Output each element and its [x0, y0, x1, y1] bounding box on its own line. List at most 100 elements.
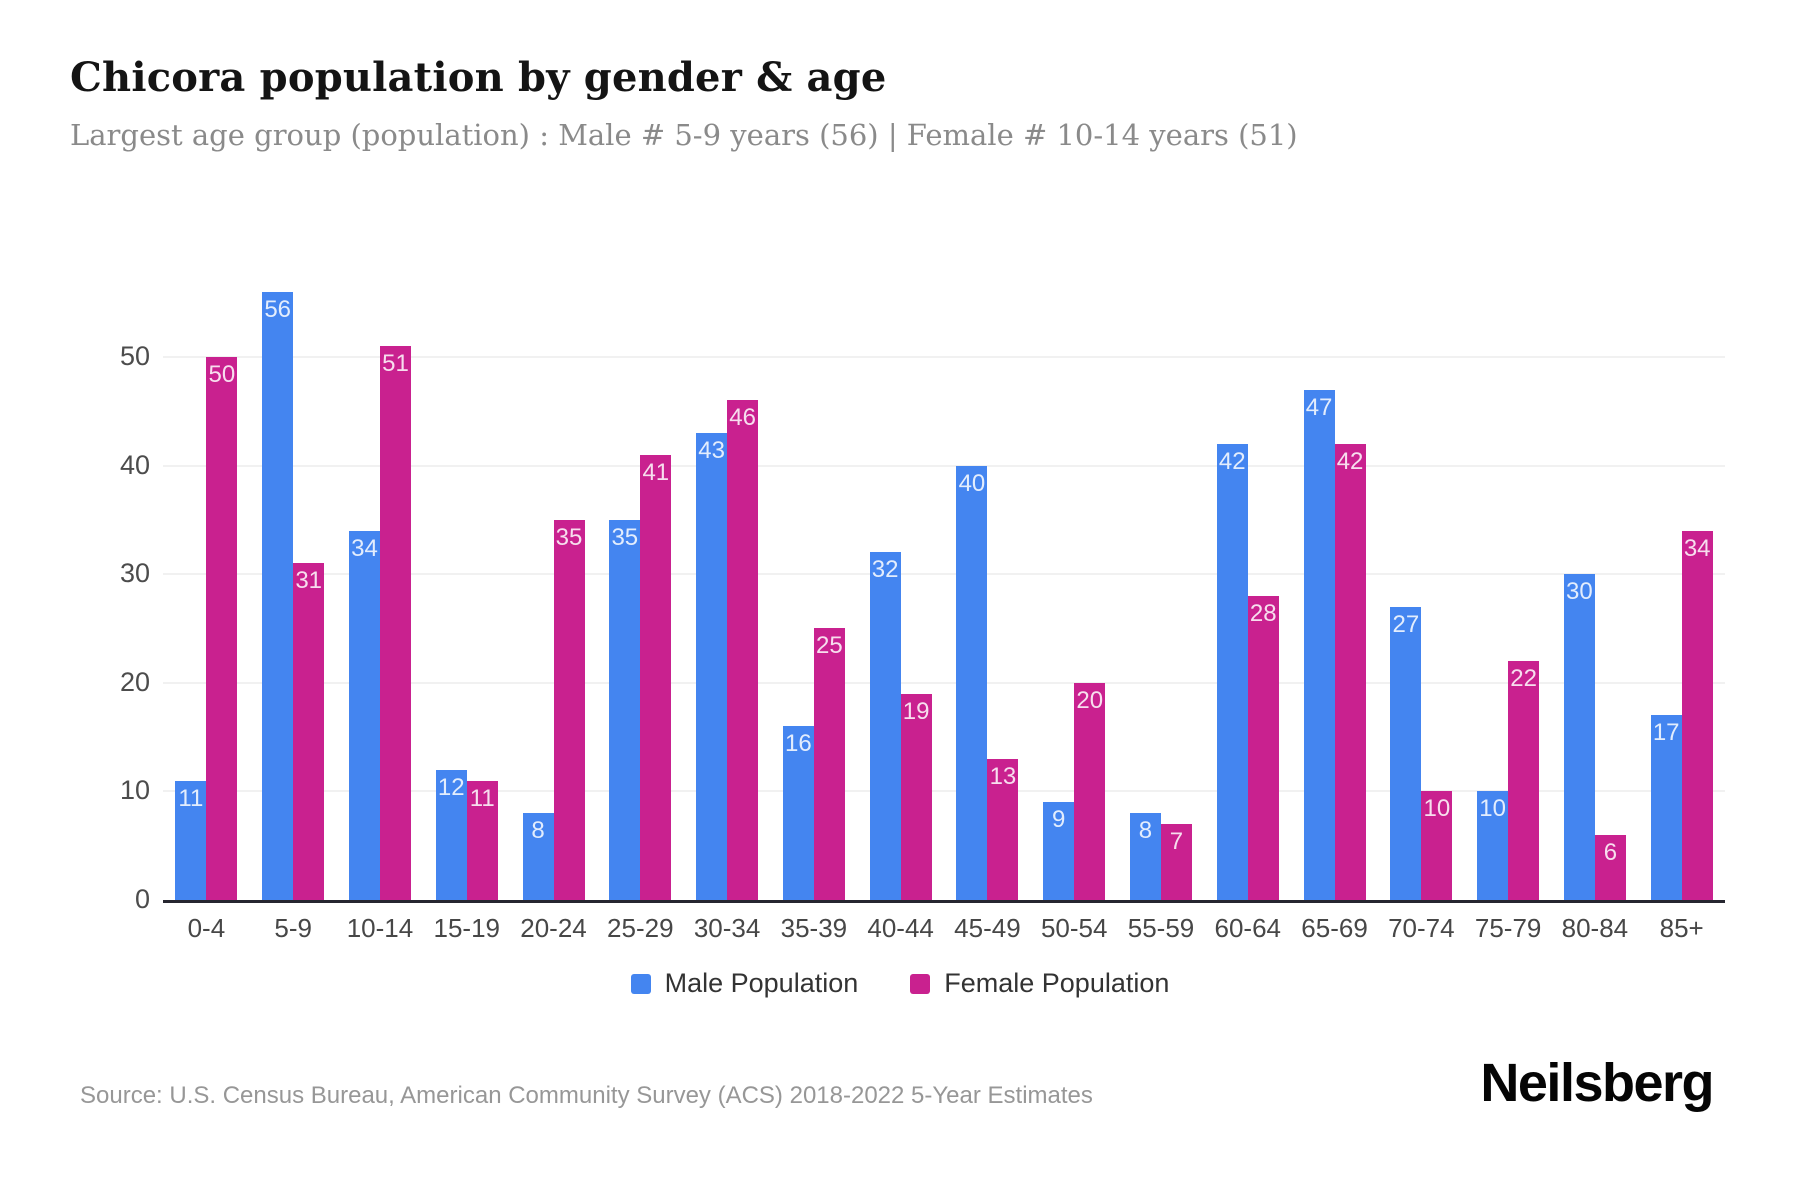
legend-label: Male Population — [664, 968, 859, 998]
x-axis-line — [163, 900, 1725, 903]
bar-value-label: 28 — [1249, 600, 1277, 627]
y-tick-label: 20 — [119, 666, 150, 697]
bar-value-label: 11 — [178, 785, 204, 812]
x-axis-label: 30-34 — [693, 913, 761, 943]
x-axis-label: 55-59 — [1127, 913, 1195, 943]
bar-group: 42 28 — [1204, 220, 1291, 900]
bar-female[interactable]: 35 — [553, 520, 585, 900]
bar-value-label: 40 — [958, 470, 986, 497]
bar-female[interactable]: 28 — [1247, 596, 1279, 900]
bar-value-label: 11 — [469, 785, 495, 812]
bar-male[interactable]: 34 — [348, 531, 380, 900]
bar-female[interactable]: 50 — [206, 357, 238, 900]
legend-item-female[interactable]: Female Population — [910, 968, 1169, 999]
bar-female[interactable]: 7 — [1160, 824, 1192, 900]
bar-male[interactable]: 27 — [1390, 607, 1422, 900]
bar-male[interactable]: 8 — [1129, 813, 1161, 900]
bar-male[interactable]: 43 — [696, 433, 728, 900]
bar-female[interactable]: 10 — [1421, 791, 1453, 900]
bar-female[interactable]: 34 — [1681, 531, 1713, 900]
bar-value-label: 10 — [1479, 795, 1506, 822]
x-axis-label: 80-84 — [1561, 913, 1629, 943]
bar-female[interactable]: 6 — [1594, 835, 1626, 900]
bar-group: 9 20 — [1031, 220, 1118, 900]
bar-value-label: 41 — [642, 459, 670, 486]
bar-group: 40 13 — [944, 220, 1031, 900]
bar-male[interactable]: 11 — [175, 781, 207, 900]
bar-male[interactable]: 30 — [1563, 574, 1595, 900]
bar-male[interactable]: 8 — [522, 813, 554, 900]
bar-male[interactable]: 12 — [435, 770, 467, 900]
bar-value-label: 7 — [1169, 828, 1184, 855]
bar-male[interactable]: 35 — [609, 520, 641, 900]
bar-male[interactable]: 40 — [956, 466, 988, 900]
bar-value-label: 19 — [902, 698, 930, 725]
bar-group: 11 50 — [163, 220, 250, 900]
bar-group: 35 41 — [597, 220, 684, 900]
bar-male[interactable]: 16 — [782, 726, 814, 900]
bar-female[interactable]: 46 — [727, 400, 759, 900]
chart-legend: Male Population Female Population — [0, 968, 1800, 999]
bar-value-label: 35 — [555, 524, 583, 551]
bar-value-label: 51 — [382, 350, 409, 377]
x-axis-label: 10-14 — [346, 913, 414, 943]
bar-female[interactable]: 22 — [1508, 661, 1540, 900]
bar-group: 12 11 — [423, 220, 510, 900]
bar-male[interactable]: 9 — [1043, 802, 1075, 900]
bar-value-label: 43 — [698, 437, 725, 464]
bar-value-label: 50 — [208, 361, 236, 388]
bar-female[interactable]: 51 — [379, 346, 411, 900]
bar-group: 56 31 — [250, 220, 337, 900]
gridline — [163, 464, 1725, 467]
x-axis-label: 60-64 — [1214, 913, 1282, 943]
bar-female[interactable]: 42 — [1334, 444, 1366, 900]
bar-female[interactable]: 11 — [466, 781, 498, 900]
bar-group: 32 19 — [857, 220, 944, 900]
gridline — [163, 573, 1725, 576]
bar-female[interactable]: 13 — [987, 759, 1019, 900]
bar-group: 27 10 — [1378, 220, 1465, 900]
bar-value-label: 34 — [351, 535, 378, 562]
bar-value-label: 20 — [1076, 687, 1104, 714]
bar-male[interactable]: 17 — [1650, 715, 1682, 900]
bar-male[interactable]: 42 — [1216, 444, 1248, 900]
chart-subtitle: Largest age group (population) : Male # … — [70, 118, 1298, 152]
bar-female[interactable]: 25 — [813, 628, 845, 900]
bar-female[interactable]: 20 — [1074, 683, 1106, 900]
bar-value-label: 42 — [1218, 448, 1246, 475]
bar-male[interactable]: 32 — [869, 552, 901, 900]
bar-male[interactable]: 56 — [262, 292, 294, 900]
bar-groups-container: 11 50 56 31 34 51 12 11 8 35 35 41 43 46 16 25 32 19 40 13 9… — [163, 220, 1725, 900]
bar-group: 17 34 — [1638, 220, 1725, 900]
bar-group: 43 46 — [684, 220, 771, 900]
bar-female[interactable]: 19 — [900, 694, 932, 900]
x-axis-label: 5-9 — [274, 913, 312, 943]
gridline — [163, 790, 1725, 793]
bar-female[interactable]: 31 — [293, 563, 325, 900]
bar-value-label: 47 — [1305, 394, 1333, 421]
legend-item-male[interactable]: Male Population — [630, 968, 859, 999]
bar-group: 8 35 — [510, 220, 597, 900]
bar-female[interactable]: 41 — [640, 455, 672, 900]
bar-group: 34 51 — [337, 220, 424, 900]
x-axis-label: 65-69 — [1301, 913, 1368, 943]
bar-value-label: 9 — [1052, 806, 1066, 833]
x-axis-label: 15-19 — [433, 913, 500, 943]
bar-value-label: 30 — [1566, 578, 1593, 605]
bar-value-label: 31 — [295, 567, 323, 594]
x-axis-label: 0-4 — [187, 913, 226, 943]
bar-value-label: 16 — [785, 730, 812, 757]
bar-male[interactable]: 47 — [1303, 390, 1335, 900]
bar-value-label: 6 — [1603, 839, 1618, 866]
plot-area: 11 50 56 31 34 51 12 11 8 35 35 41 43 46 16 25 32 19 40 13 9… — [120, 220, 1725, 913]
x-axis-labels: 0-4 5-9 10-14 15-19 20-24 25-29 30-34 35-39 40-4… — [163, 913, 1725, 944]
bar-value-label: 34 — [1683, 535, 1711, 562]
bar-male[interactable]: 10 — [1477, 791, 1509, 900]
bar-value-label: 22 — [1510, 665, 1537, 692]
gridline — [163, 356, 1725, 358]
bar-value-label: 17 — [1652, 719, 1680, 746]
gridline — [163, 681, 1725, 684]
bar-group: 10 22 — [1465, 220, 1552, 900]
